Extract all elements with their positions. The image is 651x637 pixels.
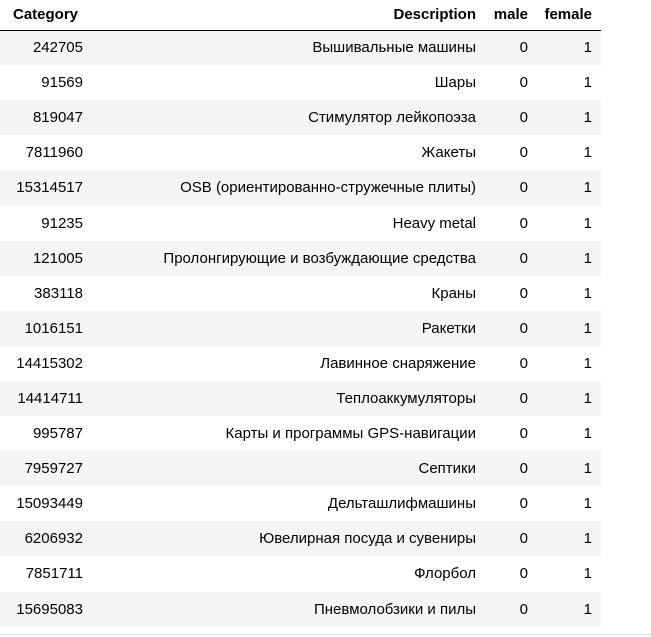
cell-male: 0 — [519, 214, 528, 232]
cell-female: 1 — [583, 460, 592, 478]
table-row: 7811960 Жакеты 0 1 — [0, 135, 601, 170]
cell-description: Жакеты — [421, 144, 476, 162]
cell-female: 1 — [583, 284, 592, 302]
cell-category: 15695083 — [16, 600, 83, 618]
cell-category: 819047 — [32, 109, 83, 127]
header-row: Category Description male female — [0, 0, 601, 31]
cell-female: 1 — [583, 389, 592, 407]
cell-male: 0 — [519, 109, 528, 127]
cell-female: 1 — [583, 565, 592, 583]
cell-description: Дельташлифмашины — [327, 495, 476, 513]
table-row: 14414711 Теплоаккумуляторы 0 1 — [0, 380, 601, 417]
cell-male: 0 — [519, 354, 528, 372]
cell-male: 0 — [519, 74, 528, 92]
cell-category: 7959727 — [24, 460, 83, 478]
cell-female: 1 — [583, 425, 592, 443]
cell-female: 1 — [583, 530, 592, 548]
cell-female: 1 — [583, 319, 592, 337]
cell-description: Ювелирная посуда и сувениры — [259, 530, 476, 548]
scroll-area-divider — [0, 634, 651, 635]
column-header-description: Description — [95, 0, 485, 31]
cell-male: 0 — [519, 565, 528, 583]
cell-description: Ракетки — [421, 319, 476, 337]
column-header-category: Category — [0, 0, 95, 31]
cell-male: 0 — [519, 284, 528, 302]
cell-description: Пролонгирующие и возбуждающие средства — [163, 249, 476, 267]
cell-female: 1 — [583, 179, 592, 197]
cell-female: 1 — [583, 600, 592, 618]
table-row: 14415302 Лавинное снаряжение 0 1 — [0, 346, 601, 381]
cell-category: 242705 — [32, 39, 83, 57]
cell-female: 1 — [583, 109, 592, 127]
cell-category: 995787 — [32, 425, 83, 443]
cell-category: 15314517 — [16, 179, 83, 197]
cell-female: 1 — [583, 249, 592, 267]
cell-description: Теплоаккумуляторы — [336, 389, 476, 407]
cell-description: Краны — [431, 284, 477, 302]
table-row: 7959727 Септики 0 1 — [0, 451, 601, 487]
cell-category: 6206932 — [24, 530, 83, 548]
table-row: 15314517 OSB (ориентированно-стружечные п… — [0, 170, 601, 206]
table-row: 91235 Heavy metal 0 1 — [0, 205, 601, 240]
table-row: 995787 Карты и программы GPS-навигации 0 1 — [0, 416, 601, 451]
cell-description: Heavy metal — [392, 214, 476, 232]
table-row: 383118 Краны 0 1 — [0, 276, 601, 311]
cell-male: 0 — [519, 249, 528, 267]
cell-category: 121005 — [32, 249, 83, 267]
table-row: 819047 Стимулятор лейкопоэза 0 1 — [0, 100, 601, 136]
cell-category: 1016151 — [24, 319, 83, 337]
cell-description: Шары — [434, 74, 476, 92]
dataframe-table: Category Description male female 242705 В… — [0, 0, 601, 627]
table-row: 7851711 Флорбол 0 1 — [0, 556, 601, 591]
cell-female: 1 — [583, 214, 592, 232]
cell-female: 1 — [583, 144, 592, 162]
cell-category: 383118 — [34, 284, 83, 302]
table-body: 242705 Вышивальные машины 0 1 91569 Шары 0 1 819… — [0, 30, 601, 627]
cell-category: 15093449 — [16, 495, 83, 513]
cell-male: 0 — [519, 425, 528, 443]
cell-female: 1 — [583, 354, 592, 372]
column-header-female: female — [537, 0, 601, 31]
cell-male: 0 — [519, 530, 528, 548]
table-row: 91569 Шары 0 1 — [0, 65, 601, 100]
cell-male: 0 — [519, 319, 528, 337]
cell-description: Пневмолобзики и пилы — [313, 600, 476, 618]
cell-male: 0 — [519, 39, 528, 57]
cell-category: 14414711 — [17, 389, 83, 407]
column-header-male: male — [485, 0, 537, 31]
cell-female: 1 — [583, 495, 592, 513]
table-row: 15695083 Пневмолобзики и пилы 0 1 — [0, 591, 601, 627]
cell-category: 91235 — [41, 214, 83, 232]
cell-female: 1 — [583, 74, 592, 92]
cell-category: 7811960 — [25, 144, 83, 162]
cell-description: Стимулятор лейкопоэза — [308, 109, 476, 127]
cell-description: Карты и программы GPS-навигации — [225, 425, 476, 443]
cell-description: OSB (ориентированно-стружечные плиты) — [180, 179, 476, 197]
cell-description: Вышивальные машины — [312, 39, 476, 57]
table-row: 6206932 Ювелирная посуда и сувениры 0 1 — [0, 521, 601, 557]
cell-male: 0 — [519, 600, 528, 618]
table-row: 1016151 Ракетки 0 1 — [0, 310, 601, 346]
cell-male: 0 — [519, 179, 528, 197]
cell-female: 1 — [583, 39, 592, 57]
cell-category: 7851711 — [25, 565, 83, 583]
cell-category: 91569 — [41, 74, 83, 92]
cell-description: Флорбол — [414, 565, 476, 583]
cell-male: 0 — [519, 460, 528, 478]
cell-description: Лавинное снаряжение — [320, 354, 476, 372]
table-row: 15093449 Дельташлифмашины 0 1 — [0, 486, 601, 521]
cell-male: 0 — [519, 389, 528, 407]
table-row: 121005 Пролонгирующие и возбуждающие сред… — [0, 240, 601, 276]
cell-male: 0 — [519, 495, 528, 513]
table-row: 242705 Вышивальные машины 0 1 — [0, 30, 601, 66]
cell-male: 0 — [519, 144, 528, 162]
table-header: Category Description male female — [0, 0, 601, 31]
cell-category: 14415302 — [16, 354, 83, 372]
cell-description: Септики — [418, 460, 477, 478]
